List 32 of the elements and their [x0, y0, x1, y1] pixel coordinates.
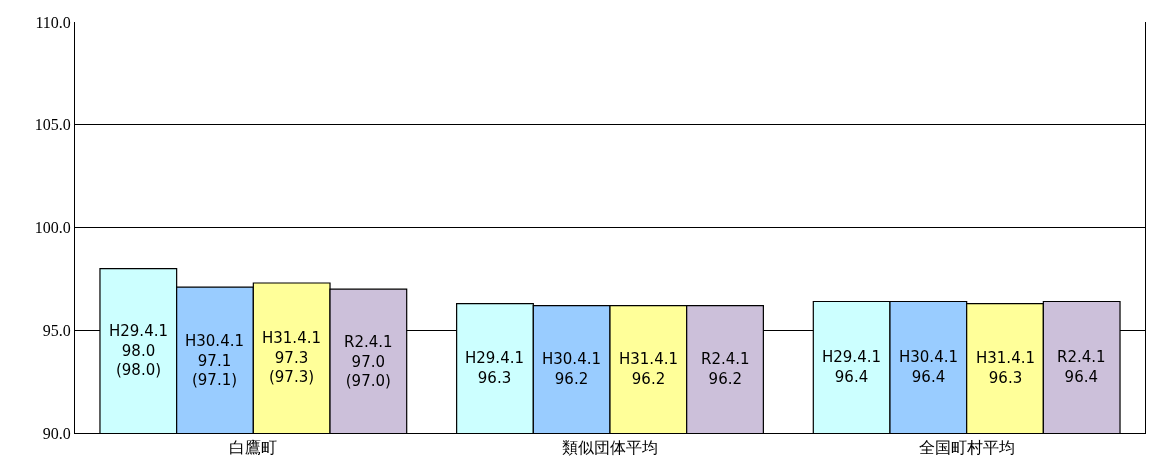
x-tick-label: 白鷹町: [229, 438, 278, 458]
text: H30.4.1: [542, 350, 601, 368]
text: R2.4.1: [701, 350, 750, 368]
y-tick-label: 105.0: [34, 116, 71, 134]
data-label: 96.2: [631, 369, 666, 388]
x-tick-label: 類似団体平均: [562, 438, 658, 458]
data-label: 98.0 (98.0): [115, 341, 162, 379]
y-tick-label: 90.0: [42, 424, 71, 442]
data-label: 97.0 (97.0): [345, 352, 391, 390]
data-label: 96.3: [477, 368, 512, 387]
text: H29.4.1: [109, 322, 168, 340]
series-label: H31.4.1: [976, 349, 1035, 367]
text: H31.4.1: [262, 329, 321, 347]
data-label: 96.4: [911, 367, 946, 386]
data-label: 97.3 (97.3): [268, 348, 315, 386]
data-label: 96.2: [708, 369, 742, 388]
series-label: R2.4.1: [1057, 348, 1106, 366]
text: H29.4.1: [822, 348, 881, 366]
x-tick-label: 全国町村平均: [918, 438, 1015, 458]
y-tick-label: 95.0: [42, 321, 71, 339]
data-label: 96.3: [988, 368, 1023, 387]
text: H30.4.1: [899, 348, 958, 366]
y-tick-label: 100.0: [34, 219, 71, 237]
series-label: H29.4.1: [465, 349, 524, 367]
text: R2.4.1: [344, 333, 393, 351]
data-label: 96.2: [554, 369, 589, 388]
data-label: 96.4: [834, 367, 869, 386]
data-label: 97.1 (97.1): [191, 351, 238, 389]
y-tick-label: 110.0: [35, 13, 71, 31]
data-label: 96.4: [1064, 367, 1098, 386]
series-label: H30.4.1: [185, 332, 244, 350]
text: H31.4.1: [619, 350, 678, 368]
